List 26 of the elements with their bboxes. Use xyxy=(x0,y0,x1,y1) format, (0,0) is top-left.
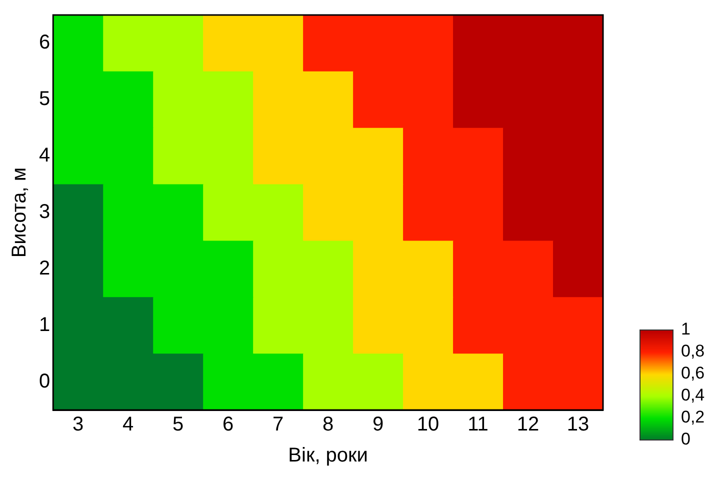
color-bar-label: 0 xyxy=(681,430,690,449)
x-tick-label: 5 xyxy=(172,414,184,436)
y-tick-label: 6 xyxy=(39,32,50,54)
x-tick-label: 6 xyxy=(222,414,234,436)
y-tick-label: 2 xyxy=(39,257,50,280)
x-tick-label: 13 xyxy=(566,414,590,436)
color-bar-label: 0,8 xyxy=(681,342,705,361)
y-tick-label: 0 xyxy=(39,370,50,392)
x-axis-title: Вік, роки xyxy=(288,444,368,467)
x-tick-label: 8 xyxy=(322,414,334,436)
x-tick-label: 11 xyxy=(468,414,488,436)
x-tick-label: 9 xyxy=(372,414,384,436)
y-tick-label: 4 xyxy=(39,144,50,167)
color-bar-label: 0,4 xyxy=(681,386,705,405)
x-tick-label: 3 xyxy=(72,414,84,436)
x-tick-label: 4 xyxy=(122,414,134,436)
color-bar-label: 0,6 xyxy=(681,364,705,383)
x-tick-label: 7 xyxy=(272,414,284,436)
y-tick-label: 3 xyxy=(39,201,50,224)
color-bar-label: 1 xyxy=(681,320,690,339)
y-axis-title: Висота, м xyxy=(8,167,31,258)
color-bar-label: 0,2 xyxy=(681,408,705,427)
y-tick-label: 5 xyxy=(39,88,50,110)
y-tick-label: 1 xyxy=(39,314,50,336)
x-tick-label: 12 xyxy=(516,414,540,436)
x-tick-label: 10 xyxy=(416,414,440,436)
